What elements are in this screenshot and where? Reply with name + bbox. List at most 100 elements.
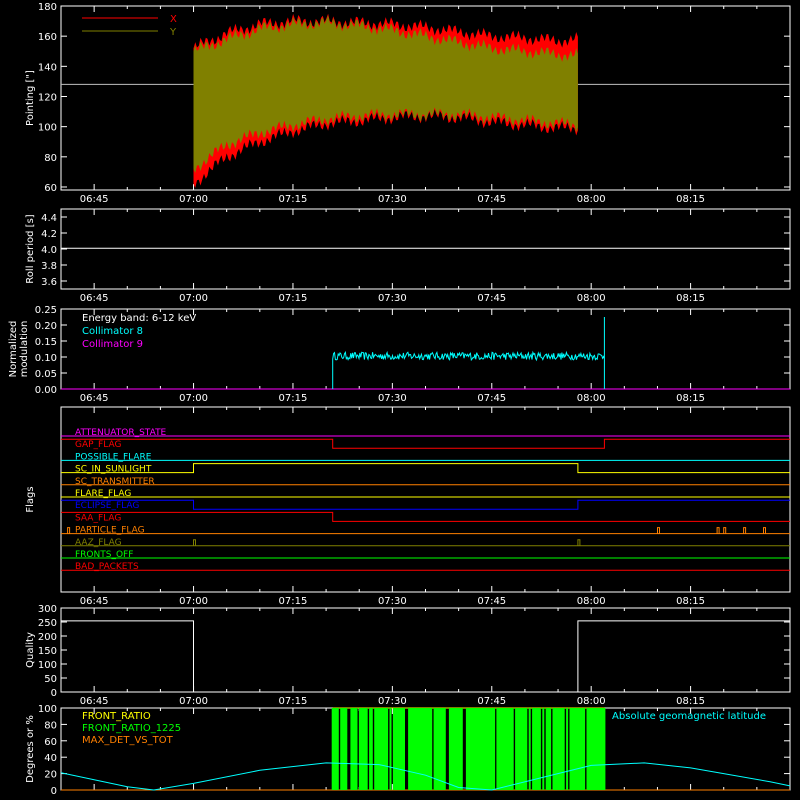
x-tick-label: 07:15 <box>279 696 308 707</box>
quality-line <box>61 620 790 693</box>
y-tick-label: 3.6 <box>41 277 57 288</box>
y-tick-label: 60 <box>44 183 57 194</box>
flag-spike <box>193 539 196 546</box>
flag-label: GAP_FLAG <box>75 440 121 450</box>
flag-line <box>61 499 790 510</box>
y-tick-label: 3.8 <box>41 261 57 272</box>
flag-label: ECLIPSE_FLAG <box>75 501 139 511</box>
x-tick-label: 07:45 <box>477 194 506 205</box>
y-tick-label: 0.10 <box>35 353 57 364</box>
y-tick-label: 0.25 <box>35 305 57 316</box>
energy-band-annotation: Energy band: 6-12 keV <box>82 313 196 324</box>
y-tick-label: 140 <box>38 62 57 73</box>
y-tick-label: 200 <box>38 632 57 643</box>
flag-spike <box>763 527 766 534</box>
x-tick-label: 07:15 <box>279 293 308 304</box>
x-tick-label: 07:30 <box>378 393 407 404</box>
flag-label: SC_IN_SUNLIGHT <box>75 465 152 475</box>
legend-label: FRONT_RATIO <box>82 711 151 722</box>
y-axis-label: Degrees or % <box>25 715 36 783</box>
x-tick-label: 07:30 <box>378 696 407 707</box>
x-tick-label: 07:00 <box>179 293 208 304</box>
y-tick-label: 300 <box>38 604 57 615</box>
x-tick-label: 06:45 <box>80 696 109 707</box>
x-tick-label: 07:30 <box>378 293 407 304</box>
panel-modulation: 06:45 07:00 07:15 07:30 07:45 08:00 08:15 0.00 0… <box>8 305 791 404</box>
y-tick-label: 0.15 <box>35 337 57 348</box>
x-tick-label: 08:00 <box>577 596 606 607</box>
flag-label: SAA_FLAG <box>75 513 121 523</box>
y-tick-label: 100 <box>38 660 57 671</box>
y-tick-label: 80 <box>44 153 57 164</box>
y-tick-label: 4.0 <box>41 245 57 256</box>
geomagnetic-latitude-line <box>60 762 791 791</box>
y-tick-label: 4.2 <box>41 229 57 240</box>
y-tick-label: 0 <box>51 786 57 797</box>
x-tick-label: 07:30 <box>378 194 407 205</box>
x-tick-label: 08:15 <box>676 393 705 404</box>
y-axis-label: Quality <box>25 632 36 668</box>
x-tick-label: 08:15 <box>676 194 705 205</box>
flag-line <box>61 463 790 474</box>
x-tick-label: 07:45 <box>477 293 506 304</box>
y-tick-label: 20 <box>44 770 57 781</box>
y-tick-label: 250 <box>38 618 57 629</box>
x-tick-label: 07:15 <box>279 393 308 404</box>
x-tick-label: 07:45 <box>477 596 506 607</box>
flag-label: AAZ_FLAG <box>75 538 122 548</box>
x-tick-label: 06:45 <box>80 596 109 607</box>
panel-roll: 06:45 07:00 07:15 07:30 07:45 08:00 08:15 3.6 3.… <box>25 208 791 304</box>
y-tick-label: 100 <box>38 123 57 134</box>
y-tick-label: 40 <box>44 753 57 764</box>
panel-frame <box>60 208 791 290</box>
x-tick-label: 07:00 <box>179 696 208 707</box>
panel-flags: 06:45 07:00 07:15 07:30 07:45 08:00 08:15 Flags… <box>25 406 791 607</box>
legend-label: MAX_DET_VS_TOT <box>82 735 174 746</box>
x-tick-label: 07:45 <box>477 393 506 404</box>
y-axis-label: Flags <box>25 486 36 512</box>
series-band-y <box>193 15 578 173</box>
x-tick-label: 08:00 <box>577 194 606 205</box>
x-tick-label: 06:45 <box>80 293 109 304</box>
front-ratio-1225-bars <box>331 708 606 790</box>
x-tick-label: 08:15 <box>676 596 705 607</box>
y-tick-label: 180 <box>38 2 57 13</box>
x-tick-label: 06:45 <box>80 194 109 205</box>
flag-label: FLARE_FLAG <box>75 489 131 499</box>
flag-line <box>61 511 790 522</box>
x-tick-label: 07:45 <box>477 696 506 707</box>
flag-label: BAD_PACKETS <box>75 562 139 572</box>
flag-label: PARTICLE_FLAG <box>75 526 145 536</box>
y-tick-label: 4.4 <box>41 213 57 224</box>
x-tick-label: 07:15 <box>279 596 308 607</box>
y-axis-label: modulation <box>19 321 30 378</box>
x-tick-label: 08:00 <box>577 393 606 404</box>
y-tick-label: 80 <box>44 720 57 731</box>
x-tick-label: 07:15 <box>279 194 308 205</box>
y-axis-label: Normalized <box>8 321 19 378</box>
collimator-8-line <box>332 317 605 389</box>
panel-pointing: 06:45 07:00 07:15 07:30 07:45 08:00 08:15 60 80 1… <box>25 2 791 205</box>
flag-label: SC_TRANSMITTER <box>75 477 155 487</box>
x-tick-label: 06:45 <box>80 393 109 404</box>
flag-spike <box>743 527 747 534</box>
y-axis-label: Pointing ["] <box>25 70 36 126</box>
flag-label: POSSIBLE_FLARE <box>75 452 152 462</box>
y-tick-label: 60 <box>44 737 57 748</box>
x-tick-label: 08:00 <box>577 293 606 304</box>
y-tick-label: 0.05 <box>35 369 57 380</box>
flag-spike <box>67 527 71 534</box>
x-tick-label: 08:15 <box>676 696 705 707</box>
x-tick-label: 07:00 <box>179 194 208 205</box>
geomagnetic-latitude-label: Absolute geomagnetic latitude <box>612 711 766 722</box>
y-tick-label: 150 <box>38 646 57 657</box>
y-tick-label: 0.20 <box>35 321 57 332</box>
legend-label: Collimator 8 <box>82 326 143 337</box>
y-axis-label: Roll period [s] <box>25 214 36 283</box>
flag-spike <box>657 527 660 534</box>
flag-spike <box>716 527 720 534</box>
x-tick-label: 07:30 <box>378 596 407 607</box>
legend-label: Y <box>169 27 177 38</box>
